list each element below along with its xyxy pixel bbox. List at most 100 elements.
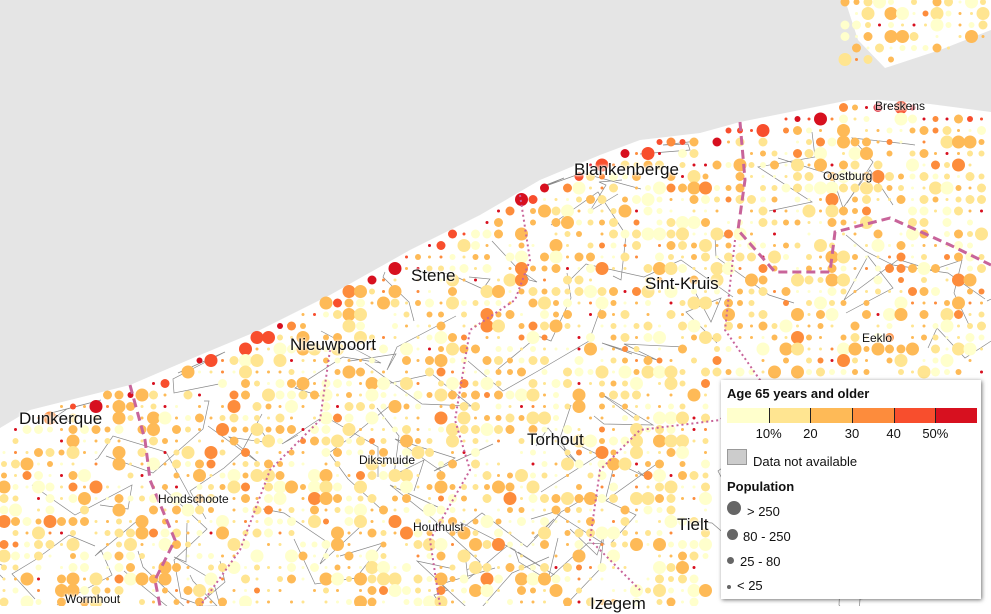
population-dot <box>287 344 296 354</box>
population-dot <box>791 331 804 344</box>
population-dot <box>572 181 586 195</box>
population-dot <box>796 324 799 328</box>
population-dot <box>35 599 42 605</box>
population-dot <box>737 288 743 295</box>
population-dot <box>633 369 640 375</box>
population-dot <box>515 262 528 275</box>
population-dot <box>957 175 960 178</box>
population-dot <box>816 137 825 147</box>
population-dot <box>691 334 697 341</box>
population-dot <box>507 369 513 375</box>
population-dot <box>520 485 523 489</box>
population-dot <box>195 494 204 503</box>
population-dot <box>678 471 687 480</box>
population-dot <box>554 198 558 201</box>
population-dot <box>140 439 144 443</box>
population-dot <box>737 323 743 329</box>
population-dot <box>219 415 226 421</box>
population-dot <box>714 185 720 191</box>
population-dot <box>208 553 214 559</box>
population-dot <box>393 508 397 512</box>
population-dot <box>666 241 676 250</box>
population-dot <box>668 541 674 548</box>
population-dot <box>288 530 295 536</box>
population-dot <box>181 446 195 459</box>
population-dot <box>635 359 638 362</box>
population-dot <box>876 198 880 201</box>
population-dot <box>919 310 929 319</box>
population-dot <box>653 469 666 482</box>
population-dot <box>563 275 572 285</box>
population-dot <box>70 403 76 410</box>
population-dot <box>669 359 673 362</box>
population-dot <box>806 254 812 260</box>
population-dot <box>334 461 341 467</box>
population-dot <box>635 405 638 408</box>
population-dot <box>940 308 954 321</box>
population-dot <box>779 319 793 333</box>
population-dot <box>958 0 962 4</box>
population-dot <box>653 434 666 448</box>
population-dot <box>344 551 354 561</box>
population-dot <box>227 400 241 413</box>
population-dot <box>898 185 904 191</box>
population-dot <box>403 507 410 513</box>
population-dot <box>354 503 367 517</box>
population-dot <box>503 492 517 505</box>
population-dot <box>439 566 443 569</box>
population-dot <box>543 393 546 397</box>
population-dot <box>863 300 870 306</box>
population-dot <box>24 541 30 548</box>
population-dot <box>288 449 295 456</box>
population-dot <box>610 242 617 249</box>
road <box>294 330 382 400</box>
population-dot <box>267 347 270 351</box>
population-dot <box>416 428 420 431</box>
population-dot <box>922 45 929 51</box>
population-dot <box>531 600 535 604</box>
population-dot <box>678 517 687 526</box>
population-dot <box>117 600 121 604</box>
population-dot <box>321 540 331 549</box>
population-dot <box>35 518 42 525</box>
population-dot <box>653 181 666 195</box>
population-dot <box>600 577 604 581</box>
population-dot <box>428 589 431 592</box>
population-dot <box>480 515 494 528</box>
population-dot <box>388 400 402 413</box>
population-dot <box>344 298 354 308</box>
population-dot <box>541 265 548 272</box>
size-label: 80 - 250 <box>743 529 791 544</box>
population-dot <box>206 459 216 469</box>
population-dot <box>172 505 181 515</box>
population-dot <box>347 566 351 569</box>
population-dot <box>794 242 801 249</box>
population-dot <box>370 520 374 523</box>
ramp-tick <box>935 408 937 423</box>
population-dot <box>198 405 201 408</box>
population-dot <box>630 377 643 390</box>
population-dot <box>505 482 515 492</box>
population-dot <box>324 566 328 569</box>
population-dot <box>333 413 342 423</box>
population-dot <box>574 494 584 503</box>
population-dot <box>195 459 204 469</box>
population-dot <box>124 538 137 551</box>
population-dot <box>633 323 640 329</box>
population-dot <box>932 43 942 53</box>
population-dot <box>517 367 526 377</box>
population-dot <box>242 507 249 513</box>
population-dot <box>172 459 181 469</box>
population-dot <box>980 209 983 213</box>
population-dot <box>917 262 931 275</box>
population-dot <box>942 206 952 216</box>
population-dot <box>945 117 949 121</box>
population-dot <box>922 324 926 328</box>
population-dot <box>681 313 684 316</box>
population-dot <box>402 356 411 365</box>
population-dot <box>175 485 178 489</box>
population-dot <box>635 336 638 339</box>
population-dot <box>321 425 331 434</box>
population-dot <box>807 221 811 224</box>
